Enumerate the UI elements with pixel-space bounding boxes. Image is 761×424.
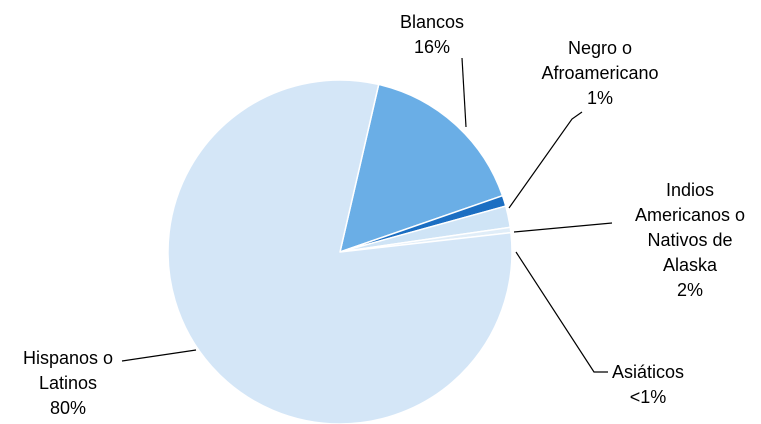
leader-lines xyxy=(121,57,613,373)
leader-line-5 xyxy=(121,349,197,362)
slice-label-line: 80% xyxy=(50,398,86,418)
slice-label-4: Asiáticos <1% xyxy=(612,362,684,407)
slice-label-line: Nativos de xyxy=(647,230,732,250)
leader-line-3 xyxy=(513,222,613,233)
leader-line-1 xyxy=(461,57,467,128)
slice-label-3: Indios Americanos o Nativos de Alaska 2% xyxy=(635,180,745,300)
leader-line-2 xyxy=(508,111,583,209)
slice-label-line: Latinos xyxy=(39,373,97,393)
slice-label-1: Blancos 16% xyxy=(400,12,464,57)
slice-label-5: Hispanos o Latinos 80% xyxy=(23,348,113,418)
pie-slice-5 xyxy=(167,79,513,424)
slice-label-line: Negro o xyxy=(568,38,632,58)
slice-label-line: Asiáticos xyxy=(612,362,684,382)
slice-label-line: Indios xyxy=(666,180,714,200)
slice-label-line: <1% xyxy=(630,387,667,407)
slice-label-line: 2% xyxy=(677,280,703,300)
slice-label-line: Afroamericano xyxy=(541,63,658,83)
slice-labels: Blancos 16% Negro o Afroamericano 1% Indios Am… xyxy=(23,12,745,418)
leader-line-4 xyxy=(515,251,608,373)
pie-slice-1 xyxy=(339,83,504,253)
slice-label-line: Alaska xyxy=(663,255,718,275)
pie-slices xyxy=(167,79,513,424)
slice-label-line: Americanos o xyxy=(635,205,745,225)
slice-label-line: 16% xyxy=(414,37,450,57)
slice-label-line: Blancos xyxy=(400,12,464,32)
slice-label-line: Hispanos o xyxy=(23,348,113,368)
slice-label-line: 1% xyxy=(587,88,613,108)
slice-label-2: Negro o Afroamericano 1% xyxy=(541,38,658,108)
